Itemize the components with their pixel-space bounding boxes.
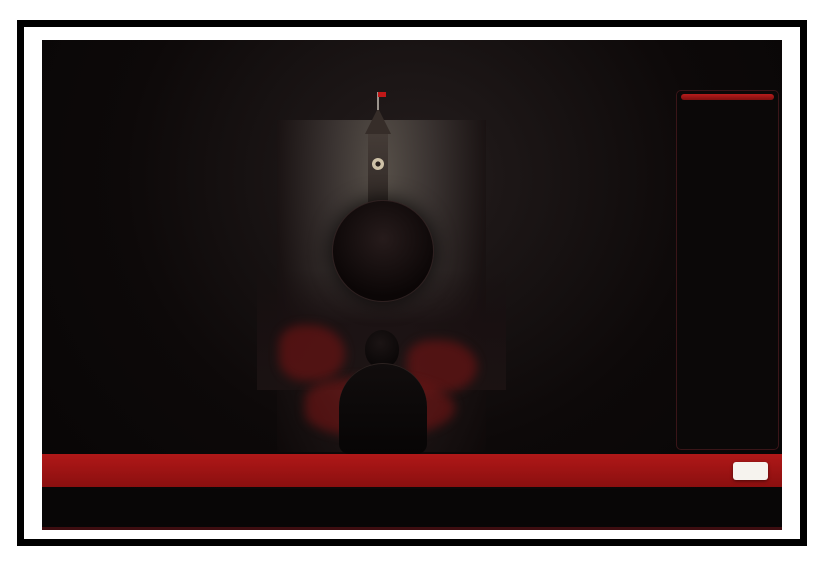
sidebar-title	[681, 94, 774, 100]
sources-footer	[42, 489, 782, 527]
left-bill-column	[55, 120, 277, 452]
central-message-circle	[332, 200, 434, 302]
header	[42, 40, 782, 76]
right-bill-column	[486, 120, 672, 452]
maple-leaf-icon	[747, 465, 759, 477]
infographic-poster	[42, 40, 782, 530]
conspiracy-banner	[42, 454, 782, 487]
maple-leaf-icon	[72, 462, 90, 480]
center-graphic	[257, 92, 506, 454]
tower-clock	[372, 158, 384, 170]
silhouette-figure-head	[365, 330, 399, 368]
silhouette-figure-body	[339, 363, 427, 454]
maple-leaf-icon	[424, 47, 450, 73]
canada-flag	[378, 92, 386, 97]
red-map-blob	[279, 325, 345, 381]
bottom-accent-line	[42, 527, 782, 530]
stand-on-guard-badge	[733, 461, 768, 480]
tandem-sidebar	[676, 90, 779, 450]
maple-leaf-icon	[374, 47, 400, 73]
